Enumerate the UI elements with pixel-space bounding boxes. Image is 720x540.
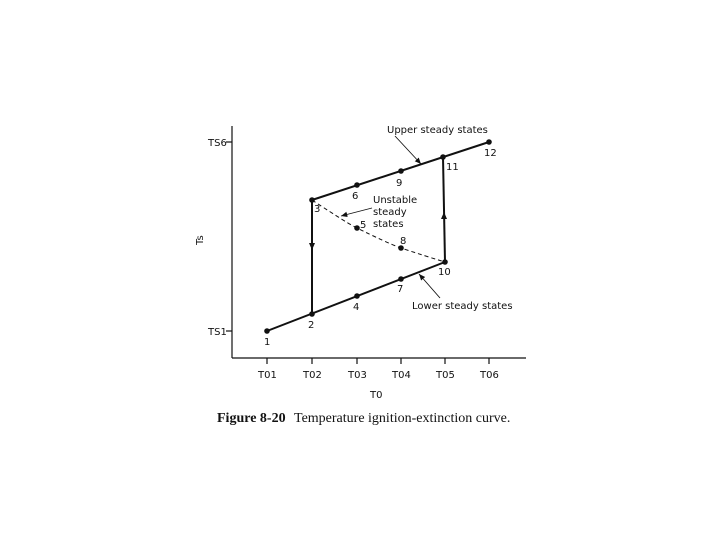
point-label: 11 [446, 162, 459, 173]
point-label: 5 [360, 220, 366, 231]
x-axis-label: T0 [369, 390, 382, 401]
x-tick-label: T04 [391, 370, 411, 381]
point-label: 10 [438, 267, 451, 278]
point-label: 9 [396, 178, 402, 189]
annotation: Upper steady states [387, 125, 488, 136]
point-label: 4 [353, 302, 359, 313]
y-axis-label: Ts [195, 235, 206, 246]
axes [226, 126, 526, 364]
x-tick-label: T02 [302, 370, 322, 381]
annotation: steady [373, 207, 407, 218]
x-tick-label: T01 [257, 370, 277, 381]
x-tick-label: T03 [347, 370, 367, 381]
point-label: 1 [264, 337, 270, 348]
y-tick-label: TS6 [207, 138, 227, 149]
point-label: 3 [314, 204, 320, 215]
point-label: 7 [397, 284, 403, 295]
point-label: 12 [484, 148, 497, 159]
caption-number: Figure 8-20 [217, 411, 286, 426]
caption-text: Temperature ignition-extinction curve. [294, 411, 510, 426]
point-labels: 1 2 3 4 5 6 7 8 9 10 11 12 [264, 148, 497, 348]
annotation: Unstable [373, 195, 417, 206]
point-label: 6 [352, 191, 358, 202]
point-label: 8 [400, 236, 406, 247]
annotation: Lower steady states [412, 301, 513, 312]
x-tick-label: T05 [435, 370, 455, 381]
x-tick-label: T06 [479, 370, 499, 381]
curve [266, 135, 490, 332]
y-tick-label: TS1 [207, 327, 227, 338]
points [264, 139, 492, 334]
point-label: 2 [308, 320, 314, 331]
annotation: states [373, 219, 404, 230]
